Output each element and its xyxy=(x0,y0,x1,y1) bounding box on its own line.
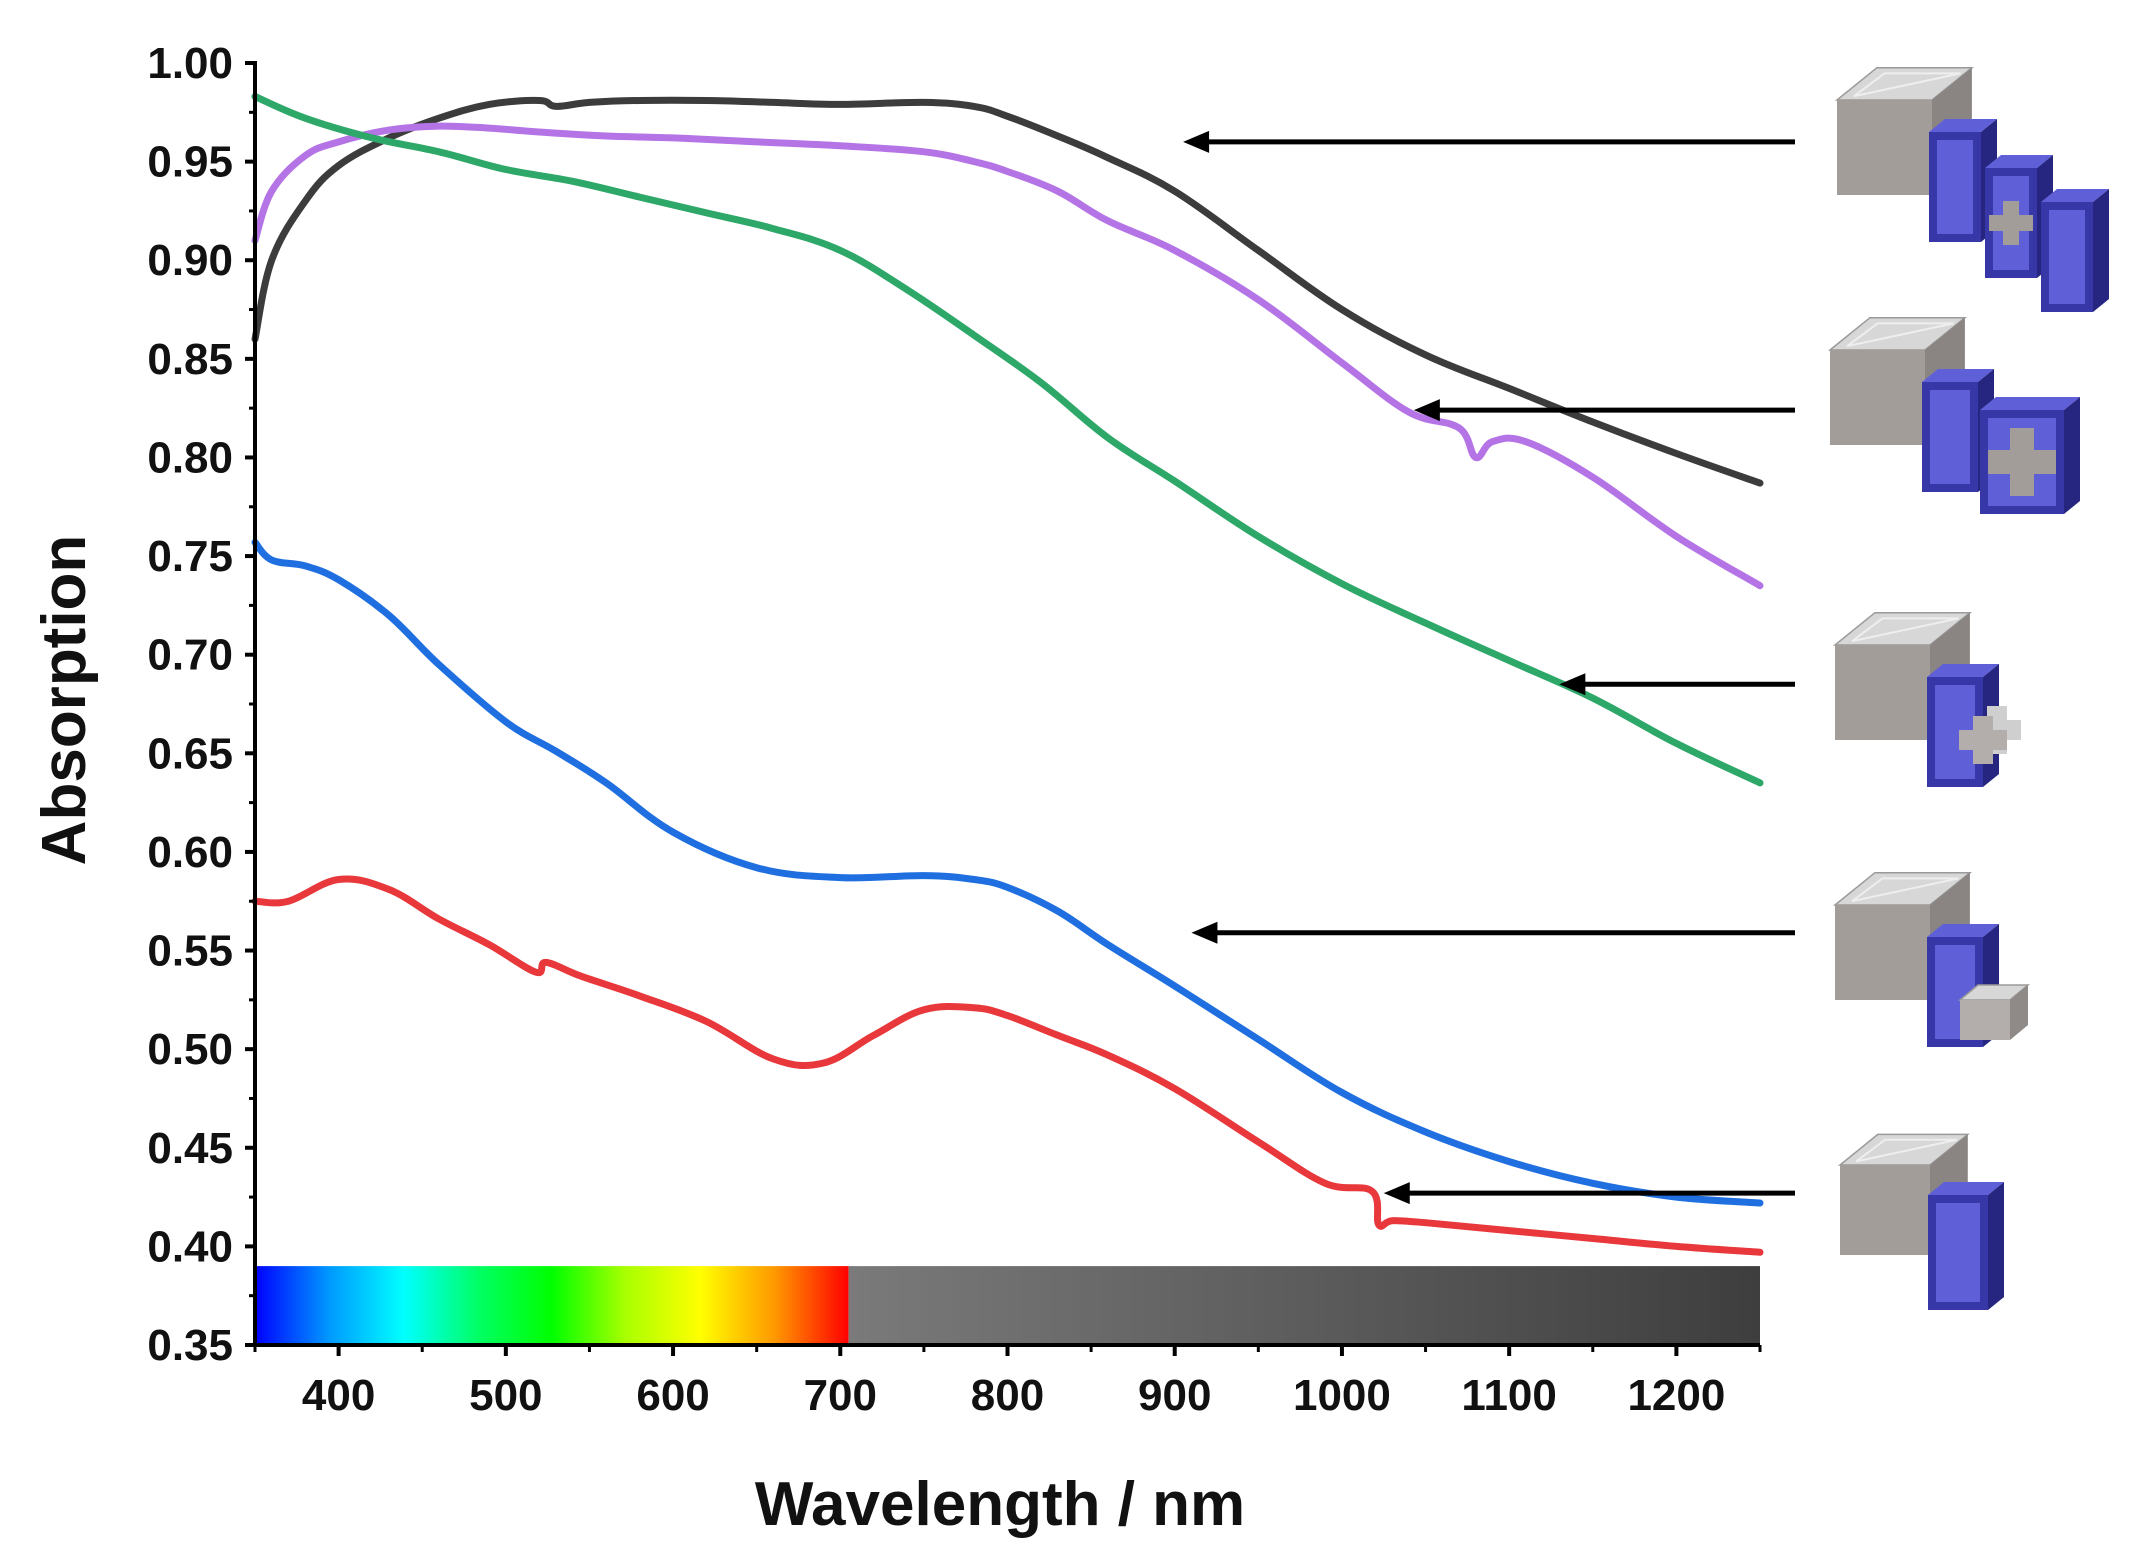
series-line-2 xyxy=(251,122,1764,590)
y-tick-label: 0.45 xyxy=(147,1124,233,1173)
y-tick-label: 0.75 xyxy=(147,532,233,581)
series-line-1 xyxy=(251,96,1764,487)
series-line-5 xyxy=(251,875,1764,1256)
y-tick-label: 0.60 xyxy=(147,828,233,877)
series-line-3 xyxy=(251,93,1764,787)
axes: 0.35 0.40 0.45 0.50 0.55 0.60 0.65 0.70 0.75 0.80… xyxy=(147,39,1762,1420)
y-axis-title: Absorption xyxy=(30,535,99,866)
y-tick-label: 0.65 xyxy=(147,729,233,778)
legend-entry xyxy=(1183,66,2109,312)
visible-spectrum-band xyxy=(255,1266,849,1345)
structure-icon xyxy=(1837,1133,2004,1310)
legend-arrow-head xyxy=(1191,921,1218,944)
y-tick-label: 0.70 xyxy=(147,631,233,680)
y-tick-label: 0.55 xyxy=(147,927,233,976)
y-axis-ticks: 0.35 0.40 0.45 0.50 0.55 0.60 0.65 0.70 0.75 0.80… xyxy=(147,39,255,1370)
legend-entry xyxy=(1383,1133,2004,1310)
structure-icon xyxy=(1832,871,2031,1047)
x-tick-label: 400 xyxy=(302,1371,375,1420)
x-tick-label: 1200 xyxy=(1627,1371,1725,1420)
x-tick-label: 600 xyxy=(636,1371,709,1420)
structure-icon xyxy=(1832,611,2021,787)
y-tick-label: 0.50 xyxy=(147,1025,233,1074)
x-tick-label: 1100 xyxy=(1461,1371,1556,1420)
series-line-4 xyxy=(251,538,1764,1207)
legend-entry xyxy=(1413,316,2080,514)
series-layer xyxy=(251,93,1764,1256)
y-tick-label: 0.35 xyxy=(147,1321,233,1370)
legend-arrow-head xyxy=(1383,1182,1410,1205)
y-tick-label: 0.80 xyxy=(147,433,233,482)
spectrum-band xyxy=(255,1266,1760,1345)
y-tick-label: 0.40 xyxy=(147,1222,233,1271)
legend-arrow-head xyxy=(1413,399,1440,422)
legend-entry xyxy=(1191,871,2031,1047)
legend-arrow-head xyxy=(1183,130,1210,153)
x-tick-label: 1000 xyxy=(1293,1371,1391,1420)
y-tick-label: 0.90 xyxy=(147,236,233,285)
y-tick-label: 0.85 xyxy=(147,335,233,384)
y-tick-label: 0.95 xyxy=(147,138,233,187)
infrared-spectrum-band xyxy=(848,1266,1760,1345)
x-tick-label: 900 xyxy=(1138,1371,1211,1420)
legend xyxy=(1183,66,2109,1310)
structure-icon xyxy=(1834,66,2109,312)
x-tick-label: 500 xyxy=(469,1371,542,1420)
y-tick-label: 1.00 xyxy=(147,39,233,88)
legend-entry xyxy=(1559,611,2021,787)
legend-arrow-head xyxy=(1559,673,1586,696)
x-axis-ticks: 400 500 600 700 800 900 1000 1100 1200 xyxy=(253,1345,1762,1420)
x-tick-label: 800 xyxy=(971,1371,1044,1420)
structure-icon xyxy=(1827,316,2080,514)
x-axis-title: Wavelength / nm xyxy=(755,1470,1245,1539)
x-tick-label: 700 xyxy=(804,1371,877,1420)
